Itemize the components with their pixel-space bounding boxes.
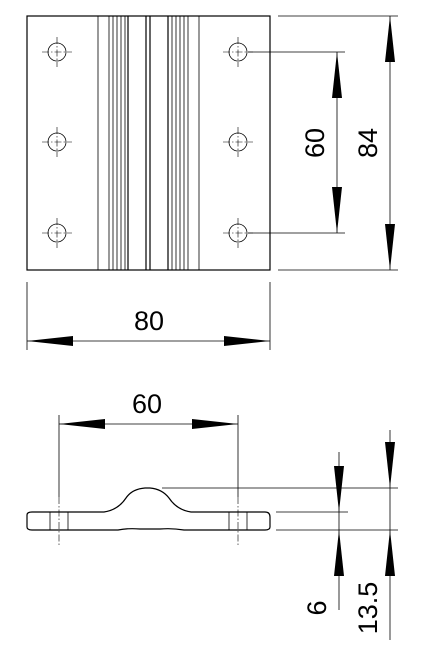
dim-label-total-height: 13.5 [353, 582, 383, 635]
dimension-hole-spacing-vertical: 60 [248, 51, 345, 234]
hole-left-top [42, 37, 72, 67]
dim-label-side-hole-spacing: 60 [132, 389, 162, 419]
dim-label-overall-width: 80 [134, 306, 164, 336]
hole-left-middle [42, 127, 72, 157]
central-grooves [108, 16, 189, 270]
plate-outline [26, 15, 271, 271]
dim-label-hole-spacing-vertical: 60 [300, 128, 330, 158]
dimension-plate-thickness: 6 [302, 452, 344, 616]
side-hole-right [228, 497, 248, 546]
top-view: 60 84 80 [26, 15, 398, 350]
hole-right-middle [223, 127, 253, 157]
side-view: 60 6 13.5 [26, 389, 398, 640]
dimension-total-height: 13.5 [353, 430, 395, 640]
side-profile [26, 487, 271, 531]
dim-label-overall-height: 84 [353, 128, 383, 158]
dimension-overall-height: 84 [278, 15, 398, 271]
dimension-side-hole-spacing: 60 [58, 389, 239, 497]
side-hole-left [49, 497, 69, 546]
dim-label-plate-thickness: 6 [302, 600, 332, 615]
hole-left-bottom [42, 218, 72, 248]
dimension-overall-width: 80 [26, 282, 271, 350]
